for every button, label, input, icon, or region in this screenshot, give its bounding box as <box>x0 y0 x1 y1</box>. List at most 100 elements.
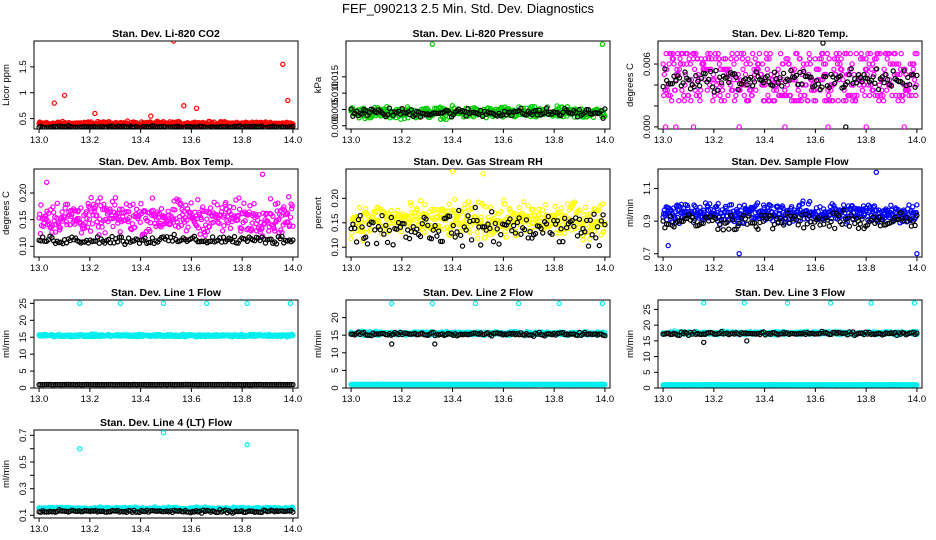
data-point <box>738 50 744 57</box>
data-point <box>693 73 699 79</box>
data-point <box>448 230 455 236</box>
data-point <box>219 205 225 211</box>
outlier-point <box>843 124 849 129</box>
data-point <box>733 74 739 81</box>
x-tick-label: 13.2 <box>393 135 412 146</box>
data-point <box>673 78 679 84</box>
data-point <box>390 242 396 248</box>
data-point <box>697 204 703 211</box>
y-axis-label: ml/min <box>625 199 636 227</box>
data-point <box>811 97 817 104</box>
data-point <box>549 231 555 237</box>
data-point <box>40 234 46 240</box>
data-point <box>765 92 771 99</box>
data-point <box>221 212 228 219</box>
data-point <box>772 77 778 83</box>
data-point <box>745 97 752 104</box>
panel-title: Stan. Dev. Amb. Box Temp. <box>99 156 234 168</box>
data-point <box>879 74 885 80</box>
data-point <box>691 217 697 224</box>
data-point <box>50 209 57 216</box>
data-point <box>388 208 394 214</box>
data-point <box>729 50 735 57</box>
y-tick-label: 10 <box>18 349 29 360</box>
data-point <box>712 50 718 57</box>
data-point <box>899 97 906 104</box>
data-point <box>89 221 96 227</box>
data-point <box>660 83 666 90</box>
data-point <box>688 77 695 83</box>
data-point <box>490 238 497 245</box>
data-point <box>279 233 285 240</box>
data-point <box>706 201 713 207</box>
outlier-point <box>673 124 679 129</box>
data-point <box>576 216 583 223</box>
data-point <box>716 61 723 67</box>
data-point <box>726 226 732 232</box>
panel-title: Stan. Dev. Line 2 Flow <box>423 287 534 299</box>
data-point <box>660 218 666 224</box>
points-layer <box>348 300 608 388</box>
data-point <box>118 234 125 240</box>
data-point <box>434 207 441 213</box>
data-point <box>64 221 70 228</box>
data-point <box>888 202 894 209</box>
data-point <box>788 97 795 104</box>
data-point <box>806 213 812 219</box>
data-point <box>775 80 781 86</box>
data-point <box>733 92 739 99</box>
data-point <box>840 77 846 83</box>
data-point <box>236 195 242 201</box>
data-point <box>518 231 524 237</box>
data-point <box>241 200 247 206</box>
data-point <box>888 83 895 89</box>
data-point <box>702 71 708 77</box>
data-point <box>831 66 837 73</box>
data-point <box>676 66 683 73</box>
data-point <box>914 202 920 208</box>
data-point <box>769 225 776 232</box>
x-tick-label: 13.2 <box>393 263 412 274</box>
data-point <box>684 50 691 57</box>
data-point <box>432 222 438 229</box>
data-point <box>543 221 550 227</box>
data-point <box>760 82 766 88</box>
data-point <box>172 207 178 213</box>
x-tick-label: 13.8 <box>857 263 876 274</box>
data-point <box>350 221 356 227</box>
data-point <box>843 97 849 104</box>
data-point <box>372 227 378 233</box>
data-point <box>677 56 683 62</box>
data-point <box>764 66 770 73</box>
outlier-point <box>820 41 826 46</box>
data-point <box>742 216 749 222</box>
data-point <box>860 56 866 62</box>
data-point <box>741 92 748 99</box>
x-tick-label: 13.0 <box>342 263 361 274</box>
data-point <box>384 239 391 246</box>
data-point <box>887 61 893 67</box>
data-point <box>274 208 280 214</box>
data-point <box>819 84 825 90</box>
data-point <box>105 218 111 225</box>
data-point <box>815 209 821 215</box>
data-point <box>693 50 699 57</box>
outlier-point <box>61 92 68 99</box>
data-point <box>854 92 860 99</box>
data-point <box>57 225 64 231</box>
y-tick-label: 20 <box>330 312 341 323</box>
data-point <box>755 226 761 232</box>
data-point <box>852 220 858 227</box>
data-point <box>806 50 812 57</box>
data-point <box>681 92 687 99</box>
data-point <box>743 61 749 67</box>
outlier-point <box>472 300 479 307</box>
data-point <box>521 226 528 233</box>
data-point <box>844 215 851 222</box>
data-point <box>423 216 429 222</box>
data-point <box>709 77 715 83</box>
data-point <box>913 209 919 216</box>
data-point <box>37 230 44 237</box>
